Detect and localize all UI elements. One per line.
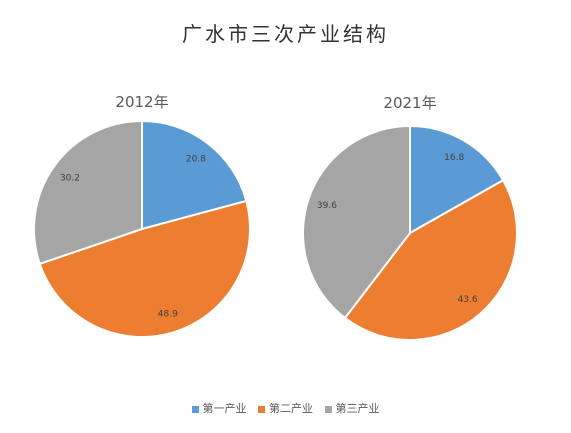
data-label-1-2: 39.6 [317,201,337,211]
legend-item-primary: 第一产业 [191,400,247,416]
legend: 第一产业 第二产业 第三产业 [0,400,571,416]
pie-slice-1-1 [343,178,518,341]
data-label-1-0: 16.8 [444,153,464,163]
pie-slice-0-0 [141,119,248,231]
legend-item-secondary: 第二产业 [258,400,313,416]
legend-label-secondary: 第二产业 [269,402,313,415]
data-label-0-1: 48.9 [158,310,178,320]
legend-item-tertiary: 第三产业 [324,400,380,416]
pie-slice-1-2 [302,124,411,320]
legend-swatch-secondary [258,405,265,413]
pie-slice-0-2 [33,119,143,266]
pie-slice-0-1 [38,199,251,338]
legend-label-tertiary: 第三产业 [335,402,380,415]
data-label-0-2: 30.2 [60,173,80,183]
data-label-0-0: 20.8 [186,155,206,165]
pie-slice-1-0 [409,124,505,235]
legend-swatch-primary [191,405,199,413]
legend-label-primary: 第一产业 [202,402,247,415]
legend-swatch-tertiary [324,405,332,413]
pie-title-1: 2021年 [383,94,436,112]
data-label-1-1: 43.6 [458,295,478,305]
pie-title-0: 2012年 [115,93,168,111]
chart-title: 广水市三次产业结构 [182,22,389,46]
